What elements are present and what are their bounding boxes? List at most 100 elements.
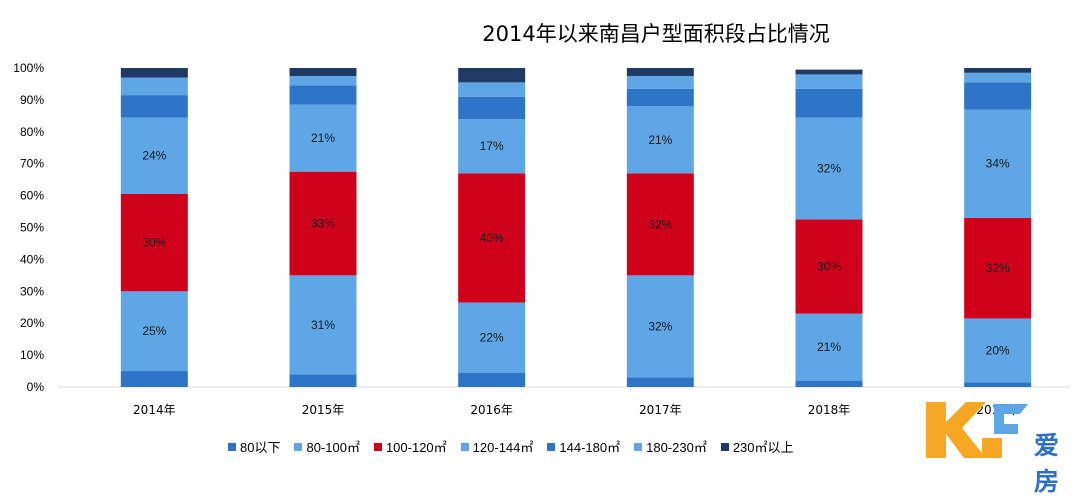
legend-item: 100-120㎡ — [373, 437, 447, 456]
bar-segment — [289, 275, 357, 375]
bar-segment — [795, 74, 863, 89]
bar-segment — [120, 194, 188, 292]
bar-segment — [626, 377, 694, 387]
bar-segment — [458, 173, 526, 303]
chart-title: 2014年以来南昌户型面积段占比情况 — [482, 22, 830, 46]
y-tick-label: 90% — [20, 93, 44, 107]
x-tick-label: 2016年 — [470, 403, 513, 417]
data-label: 21% — [648, 133, 672, 147]
legend-label: 80-100㎡ — [306, 440, 360, 455]
y-tick-label: 100% — [13, 61, 44, 75]
data-label: 20% — [986, 343, 1010, 357]
data-label: 32% — [648, 319, 672, 333]
y-tick-label: 0% — [27, 380, 45, 394]
legend-swatch — [547, 442, 556, 451]
bar-segment — [795, 88, 863, 118]
y-tick-label: 60% — [20, 189, 44, 203]
data-label: 21% — [311, 131, 335, 145]
bar-segment — [120, 95, 188, 118]
y-tick-label: 30% — [20, 284, 44, 298]
y-tick-label: 40% — [20, 252, 44, 266]
data-label: 22% — [480, 331, 504, 345]
legend-item: 144-180㎡ — [547, 437, 620, 456]
bar-segment — [964, 72, 1032, 83]
chart-legend: 80以下 80-100㎡ 100-120㎡ 120-144㎡ 144-180㎡ 180-2… — [228, 437, 794, 456]
bar-segment — [626, 275, 694, 378]
data-label: 31% — [311, 318, 335, 332]
y-tick-label: 70% — [20, 157, 44, 171]
x-tick-label: 2017年 — [639, 403, 682, 417]
legend-item: 80以下 — [228, 437, 280, 456]
bar-segment — [458, 372, 526, 387]
data-label: 32% — [986, 261, 1010, 275]
bar-segment — [626, 106, 694, 174]
watermark-text: 爱房 — [1034, 431, 1060, 496]
bar-segment — [458, 82, 526, 97]
x-tick-label: 2015年 — [302, 403, 345, 417]
legend-label: 100-120㎡ — [385, 440, 447, 455]
legend-item: 230㎡以上 — [720, 437, 794, 456]
bar-segment — [626, 68, 694, 76]
bar-segment — [964, 82, 1032, 110]
bar-segment — [289, 104, 357, 172]
legend-swatch — [228, 442, 236, 451]
stacked-bar-chart: 0% 10% 20% 30% 40% 50% 60% 70% 80% 90% 100% 2014年 20… — [13, 61, 1070, 417]
bar-segment — [964, 318, 1032, 383]
bar-segment — [795, 117, 863, 220]
y-tick-label: 20% — [20, 316, 44, 330]
legend-swatch — [720, 442, 729, 451]
data-label: 40% — [480, 231, 504, 245]
legend-swatch — [373, 442, 382, 451]
bar-segment — [289, 75, 357, 86]
x-tick-label: 2014年 — [133, 403, 176, 417]
legend-item: 120-144㎡ — [460, 437, 534, 456]
legend-swatch — [634, 442, 643, 451]
bar-segment — [120, 371, 188, 387]
bar-segment — [458, 302, 526, 373]
data-label: 33% — [311, 217, 335, 231]
legend-label: 180-230㎡ — [646, 440, 707, 455]
data-label: 17% — [480, 139, 504, 153]
bar-segment — [795, 69, 863, 75]
y-tick-label: 10% — [20, 348, 44, 362]
bar-segment — [964, 68, 1032, 73]
y-tick-label: 80% — [20, 125, 44, 139]
y-tick-label: 50% — [20, 221, 44, 235]
bar-segment — [289, 171, 357, 276]
bar-segment — [120, 68, 188, 78]
bar-segment — [120, 291, 188, 372]
bar-segment — [289, 68, 357, 76]
legend-label: 80以下 — [240, 440, 281, 455]
bar-segment — [458, 119, 526, 174]
bar-segment — [626, 75, 694, 89]
bar-segment — [626, 173, 694, 276]
legend-item: 80-100㎡ — [294, 437, 360, 456]
legend-label: 120-144㎡ — [472, 440, 534, 455]
bar-segment — [795, 313, 863, 381]
bar-segment — [458, 68, 526, 83]
bar-segment — [795, 380, 863, 387]
bar-segment — [964, 382, 1032, 387]
bar-segment — [458, 96, 526, 120]
data-label: 24% — [142, 149, 166, 163]
bar-segment — [626, 88, 694, 107]
legend-swatch — [294, 442, 303, 451]
aifang-logo — [926, 402, 1028, 458]
bar-segment — [289, 85, 357, 105]
legend-item: 180-230㎡ — [634, 437, 707, 456]
legend-label: 144-180㎡ — [559, 440, 621, 455]
bar-segment — [964, 217, 1032, 319]
legend-label: 230㎡以上 — [732, 440, 794, 455]
data-label: 30% — [142, 236, 166, 250]
data-label: 32% — [648, 217, 672, 231]
bar-segment — [120, 117, 188, 195]
data-label: 30% — [817, 260, 841, 274]
x-tick-label: 2018年 — [808, 403, 851, 417]
bar-segment — [964, 109, 1032, 218]
data-label: 32% — [817, 161, 841, 175]
bar-segment — [289, 374, 357, 387]
data-label: 21% — [817, 340, 841, 354]
legend-swatch — [460, 442, 469, 451]
data-label: 25% — [142, 324, 166, 338]
bar-segment — [795, 219, 863, 314]
